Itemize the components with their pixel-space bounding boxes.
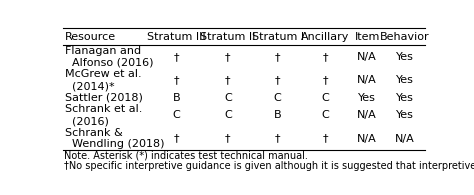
Text: C: C [173,110,180,120]
Text: C: C [224,93,232,103]
Text: †: † [275,134,281,144]
Text: Sattler (2018): Sattler (2018) [65,93,143,103]
Text: N/A: N/A [357,110,377,120]
Text: †: † [173,75,179,85]
Text: Stratum I: Stratum I [252,32,304,42]
Text: Wendling (2018): Wendling (2018) [65,139,164,149]
Text: N/A: N/A [357,134,377,144]
Text: B: B [173,93,180,103]
Text: McGrew et al.: McGrew et al. [65,69,141,79]
Text: Schrank et al.: Schrank et al. [65,104,142,114]
Text: †: † [225,75,231,85]
Text: C: C [321,93,329,103]
Text: Stratum II: Stratum II [200,32,255,42]
Text: Stratum III: Stratum III [147,32,206,42]
Text: †: † [225,134,231,144]
Text: Note. Asterisk (*) indicates test technical manual.: Note. Asterisk (*) indicates test techni… [64,151,308,161]
Text: C: C [274,93,282,103]
Text: †: † [323,75,328,85]
Text: (2014)*: (2014)* [65,81,114,91]
Text: N/A: N/A [357,52,377,62]
Text: †: † [173,134,179,144]
Text: Flanagan and: Flanagan and [65,46,141,56]
Text: †: † [275,75,281,85]
Text: Yes: Yes [358,93,376,103]
Text: †: † [323,52,328,62]
Text: B: B [274,110,282,120]
Text: †No specific interpretive guidance is given although it is suggested that interp: †No specific interpretive guidance is gi… [64,161,474,171]
Text: N/A: N/A [395,134,415,144]
Text: Schrank &: Schrank & [65,128,122,138]
Text: N/A: N/A [357,75,377,85]
Text: Alfonso (2016): Alfonso (2016) [65,58,153,68]
Text: C: C [224,110,232,120]
Text: Item: Item [355,32,380,42]
Text: †: † [173,52,179,62]
Text: Resource: Resource [65,32,116,42]
Text: Ancillary: Ancillary [301,32,349,42]
Text: †: † [323,134,328,144]
Text: †: † [225,52,231,62]
Text: Yes: Yes [396,93,414,103]
Text: C: C [321,110,329,120]
Text: Yes: Yes [396,52,414,62]
Text: (2016): (2016) [65,116,109,126]
Text: Yes: Yes [396,110,414,120]
Text: Yes: Yes [396,75,414,85]
Text: †: † [275,52,281,62]
Text: Behavior: Behavior [380,32,430,42]
